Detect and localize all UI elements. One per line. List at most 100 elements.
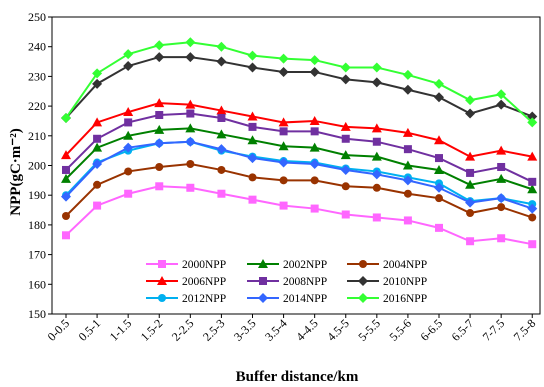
data-point (310, 127, 319, 136)
data-point (341, 182, 350, 191)
data-point (154, 40, 165, 51)
y-axis-title: NPP(gC·m⁻²) (8, 128, 24, 215)
data-point (434, 194, 443, 203)
data-point (527, 203, 538, 214)
data-point (124, 118, 133, 127)
legend-label: 2006NPP (182, 276, 226, 288)
data-point (247, 153, 258, 164)
data-point (340, 121, 351, 131)
legend-marker (258, 259, 268, 268)
legend-marker (358, 293, 368, 303)
data-point (92, 78, 103, 89)
data-point (279, 176, 288, 185)
data-point (465, 95, 476, 106)
data-point (278, 117, 289, 127)
data-point (433, 78, 444, 89)
series-line (65, 140, 533, 210)
series-line (65, 140, 533, 206)
legend-marker (259, 277, 267, 285)
data-point (310, 176, 319, 185)
x-axis-title: Buffer distance/km (236, 369, 359, 385)
data-point (528, 213, 537, 222)
legend-item: 2012NPP (146, 293, 226, 305)
x-tick-label: 5.5-6 (386, 316, 414, 344)
data-point (433, 182, 444, 193)
x-tick-label: 0.5-1 (76, 316, 104, 344)
x-tick-label: 5-5.5 (355, 316, 383, 344)
data-point (155, 182, 164, 191)
data-point (154, 138, 165, 149)
series-line (65, 56, 533, 119)
data-point (278, 141, 289, 151)
legend-label: 2004NPP (383, 259, 427, 271)
x-axis-ticks: 0-0.5 0.5-1 1-1.5 1.5-2 2-2.5 2.5-3 3-3.5 3.5-4… (45, 314, 538, 344)
data-point (402, 175, 413, 186)
data-point (185, 136, 196, 147)
data-point (185, 99, 196, 109)
legend-marker (358, 276, 368, 286)
data-point (278, 66, 289, 77)
data-point (528, 177, 537, 186)
data-point (278, 53, 289, 64)
data-point (92, 68, 103, 79)
data-point (216, 129, 227, 139)
data-point (154, 52, 165, 63)
data-point (371, 62, 382, 73)
x-tick-label: 0-0.5 (45, 316, 73, 344)
data-point (247, 111, 258, 121)
data-point (92, 117, 103, 127)
data-point (527, 184, 538, 194)
y-tick-label: 200 (28, 159, 46, 173)
legend-item: 2008NPP (247, 276, 327, 288)
data-point (309, 66, 320, 77)
series-2016NPP (61, 37, 538, 128)
data-point (216, 41, 227, 52)
data-point (309, 142, 320, 152)
data-point (403, 189, 412, 198)
legend-label: 2000NPP (182, 259, 226, 271)
data-point (371, 123, 382, 133)
data-point (216, 56, 227, 67)
x-tick-label: 4-4.5 (293, 316, 321, 344)
legend-label: 2016NPP (383, 293, 427, 305)
data-point (123, 130, 134, 140)
data-point (123, 142, 134, 153)
x-tick-label: 6.5-7 (449, 316, 477, 344)
data-point (123, 49, 134, 60)
data-point (185, 52, 196, 63)
data-point (496, 145, 507, 155)
data-point (465, 151, 476, 161)
data-point (217, 165, 226, 174)
legend-item: 2014NPP (247, 293, 327, 305)
y-axis-ticks: 150 160 170 180 190 200 210 220 230 240 250 (28, 10, 52, 321)
series-2014NPP (61, 136, 538, 214)
data-point (61, 173, 71, 183)
data-point (466, 237, 475, 246)
data-point (371, 169, 382, 180)
legend-label: 2012NPP (182, 293, 226, 305)
series-2006NPP (61, 98, 538, 161)
data-point (186, 183, 195, 192)
series-line (65, 41, 533, 124)
series-line (65, 102, 533, 158)
data-point (433, 92, 444, 103)
legend-item: 2010NPP (347, 276, 427, 288)
data-point (402, 160, 413, 170)
data-point (497, 162, 506, 171)
data-point (403, 216, 412, 225)
y-tick-label: 150 (28, 307, 46, 321)
data-point (278, 157, 289, 168)
y-tick-label: 220 (28, 99, 46, 113)
data-point (527, 117, 538, 128)
y-tick-label: 210 (28, 129, 46, 143)
data-point (123, 61, 134, 72)
data-point (248, 122, 257, 131)
data-point (372, 213, 381, 222)
y-tick-label: 240 (28, 40, 46, 54)
legend-marker (158, 260, 166, 268)
data-point (61, 112, 71, 123)
data-point (248, 173, 257, 182)
data-point (496, 89, 507, 100)
series-2002NPP (61, 123, 538, 194)
